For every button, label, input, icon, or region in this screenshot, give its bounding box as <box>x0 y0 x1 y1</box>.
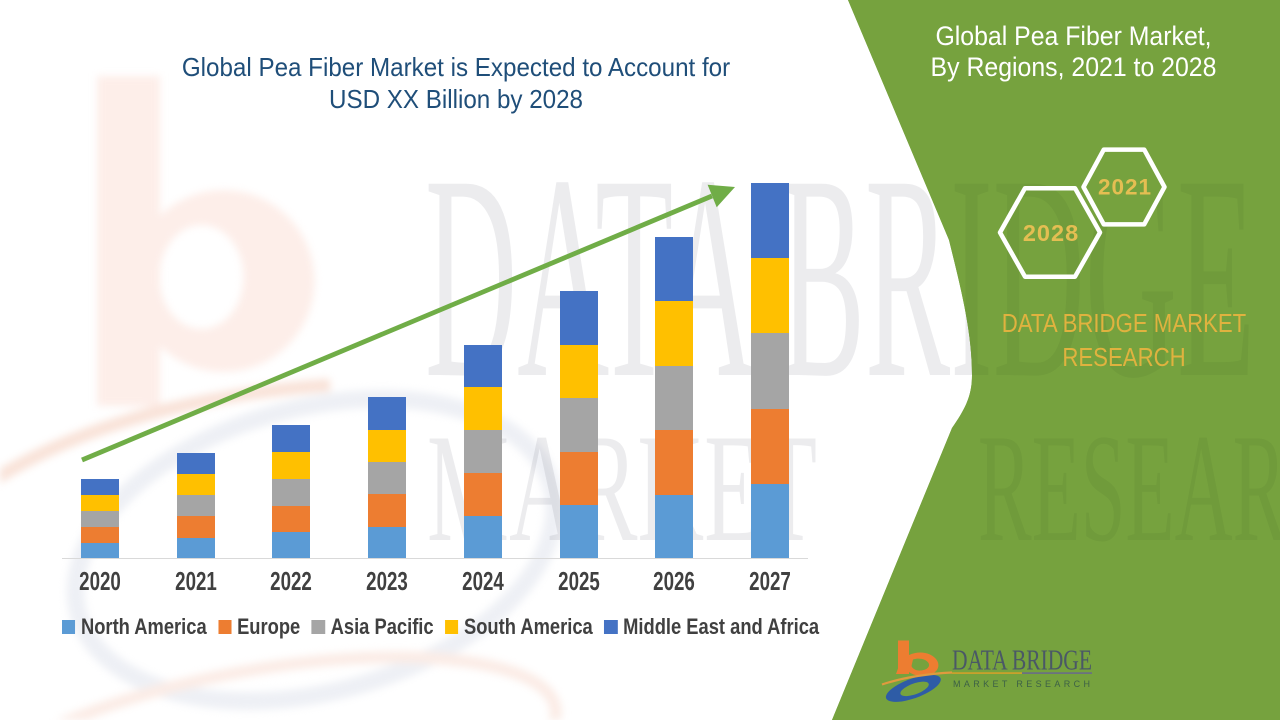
svg-text:RESEARCH: RESEARCH <box>978 402 1280 574</box>
svg-text:MARKET RESEARCH: MARKET RESEARCH <box>953 679 1090 689</box>
svg-text:DATA BRIDGE: DATA BRIDGE <box>952 646 1092 677</box>
svg-text:2021: 2021 <box>1098 175 1152 200</box>
svg-text:2028: 2028 <box>1023 220 1079 246</box>
